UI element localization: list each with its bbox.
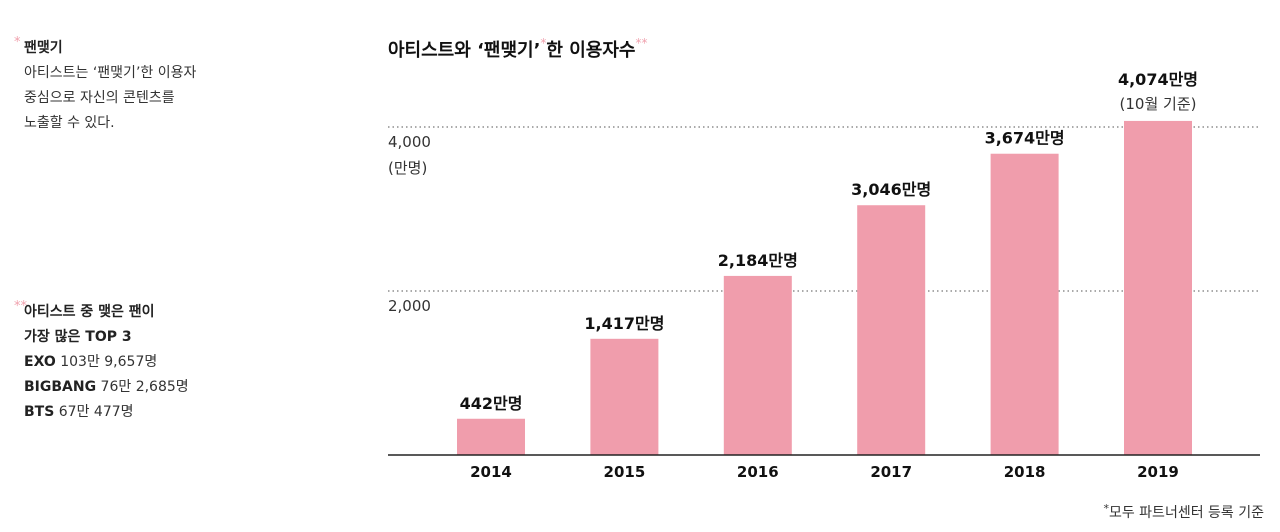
footnote-star: * [1103,502,1109,515]
note-title: 팬맺기 [24,40,63,56]
note-line: 아티스트는 ‘팬맺기’한 이용자 [24,65,197,81]
top3-item: EXO 103만 9,657명 [24,350,189,375]
note-star: * [14,35,21,50]
data-label: 2,184만명 [718,251,798,270]
footnote: *모두 파트너센터 등록 기준 [1103,502,1264,522]
artist-name: BTS [24,404,55,420]
note-line: 노출할 수 있다. [24,115,115,131]
chart-title-text: 아티스트와 ‘팬맺기’ [388,40,541,61]
x-tick-label: 2014 [470,463,512,481]
y-axis-unit: (만명) [388,159,427,177]
footnote-text: 모두 파트너센터 등록 기준 [1108,505,1264,521]
data-label: 3,674만명 [985,129,1065,148]
bar [990,153,1059,455]
data-label: 442만명 [460,394,523,413]
data-label: 4,074만명 [1118,70,1198,89]
chart-title-text: 한 이용자수 [546,40,636,61]
x-tick-label: 2017 [870,463,912,481]
data-label: 1,417만명 [584,314,664,333]
chart-title-star: * [540,36,547,50]
x-tick-label: 2016 [737,463,779,481]
top3-item: BTS 67만 477명 [24,400,189,425]
bar [457,418,525,455]
bar [723,275,792,455]
y-tick-label: 4,000 [388,133,431,151]
top3-item: BIGBANG 76만 2,685명 [24,375,189,400]
bar [590,338,659,455]
top3-note: ** 아티스트 중 맺은 팬이 가장 많은 TOP 3 EXO 103만 9,6… [14,299,189,425]
artist-value: 103만 9,657명 [60,354,158,370]
data-label: 3,046만명 [851,180,931,199]
note-title: 아티스트 중 맺은 팬이 [24,304,155,320]
x-tick-label: 2018 [1004,463,1046,481]
artist-value: 67만 477명 [58,404,134,420]
artist-name: BIGBANG [24,379,97,395]
data-sublabel: (10월 기준) [1120,95,1197,113]
x-tick-label: 2019 [1137,463,1179,481]
bar [857,205,926,455]
note-star: ** [14,299,27,314]
x-tick-label: 2015 [604,463,646,481]
y-tick-label: 2,000 [388,297,431,315]
note-title: 가장 많은 TOP 3 [24,329,132,345]
note-line: 중심으로 자신의 콘텐츠를 [24,90,175,106]
bar [1124,120,1192,455]
artist-value: 76만 2,685명 [100,379,189,395]
chart-title-star: ** [635,36,648,50]
artist-name: EXO [24,354,56,370]
chart-title: 아티스트와 ‘팬맺기’*한 이용자수** [388,36,648,62]
fan-term-note: * 팬맺기 아티스트는 ‘팬맺기’한 이용자 중심으로 자신의 콘텐츠를 노출할… [14,35,197,136]
